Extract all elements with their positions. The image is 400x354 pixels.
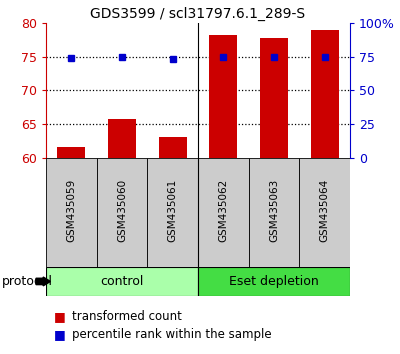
- Bar: [147, 158, 198, 267]
- Bar: [46, 158, 97, 267]
- Bar: [198, 158, 249, 267]
- Bar: [311, 30, 338, 158]
- Bar: [260, 38, 288, 158]
- Text: Eset depletion: Eset depletion: [229, 275, 319, 288]
- Text: GSM435062: GSM435062: [218, 178, 228, 242]
- Bar: [299, 158, 350, 267]
- Bar: [58, 147, 85, 158]
- Text: GSM435059: GSM435059: [66, 178, 76, 242]
- Bar: [198, 267, 350, 296]
- Bar: [210, 35, 237, 158]
- Text: protocol: protocol: [2, 275, 53, 288]
- Text: ■: ■: [54, 328, 66, 341]
- Text: GSM435060: GSM435060: [117, 179, 127, 242]
- Bar: [159, 137, 187, 158]
- Text: ■: ■: [54, 310, 66, 323]
- Bar: [249, 158, 299, 267]
- Bar: [108, 119, 136, 158]
- Text: GSM435063: GSM435063: [269, 178, 279, 242]
- Bar: [97, 158, 147, 267]
- Text: percentile rank within the sample: percentile rank within the sample: [72, 328, 272, 341]
- Text: GSM435061: GSM435061: [168, 178, 178, 242]
- Text: GSM435064: GSM435064: [320, 178, 330, 242]
- Title: GDS3599 / scl31797.6.1_289-S: GDS3599 / scl31797.6.1_289-S: [90, 6, 306, 21]
- Text: transformed count: transformed count: [72, 310, 182, 323]
- Text: control: control: [100, 275, 144, 288]
- Bar: [46, 267, 198, 296]
